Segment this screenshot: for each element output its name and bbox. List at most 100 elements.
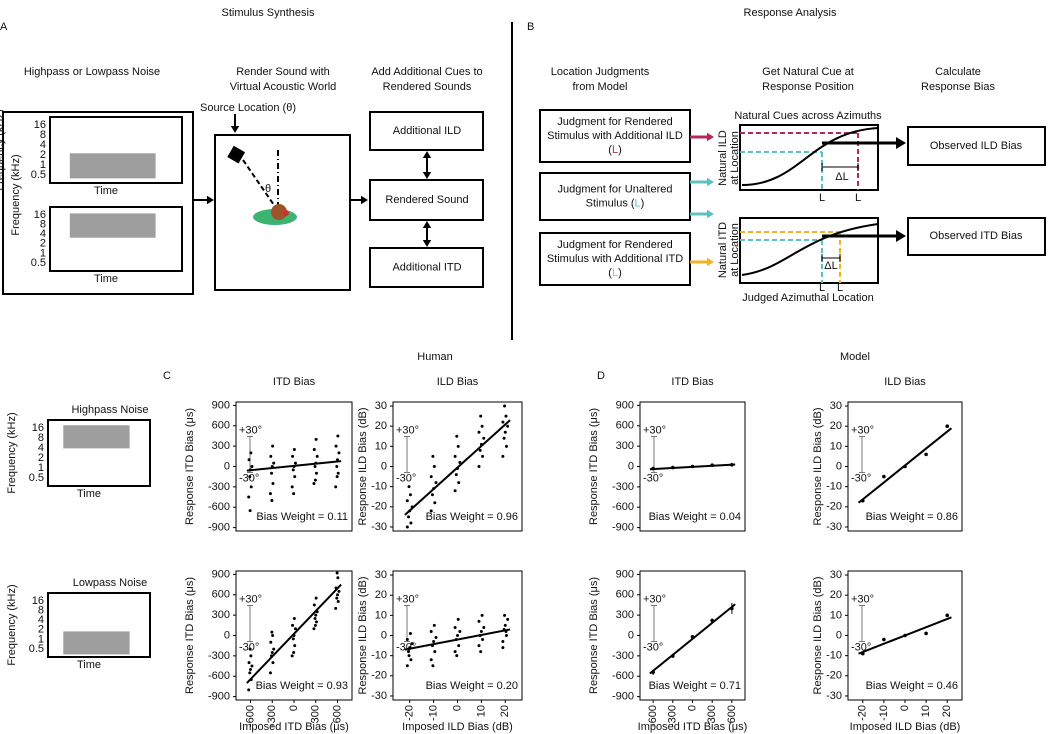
y-tick-label: 300 [212,440,230,452]
freq-tick-label: 16 [32,422,44,434]
data-point [248,647,252,651]
arrow-head [707,132,714,142]
judgment-text: Stimulus with Additional ILD [547,130,683,142]
data-point [250,664,254,668]
data-point [335,571,339,575]
data-point [312,603,316,607]
data-point [409,521,413,525]
data-point [477,619,481,623]
data-point [503,623,507,627]
x-axis-title: Imposed ITD Bias (μs) [239,721,349,733]
fit-line [246,460,342,472]
data-point [270,630,274,634]
y-tick-label: 30 [375,400,387,412]
bias-weight: Bias Weight = 0.46 [866,680,958,692]
panel-letter: B [527,21,534,33]
data-point [479,650,483,654]
x-tick-label: -20 [404,705,416,721]
freq-tick-label: 8 [40,129,46,141]
data-point [312,448,316,452]
data-point [456,617,460,621]
data-point [506,424,510,428]
arrow-head [422,240,432,247]
stimulus-title: Highpass Noise [71,404,148,416]
spectrogram-box [49,206,183,272]
y-tick-label: 0 [224,629,230,641]
y-tick-label: -20 [826,501,842,513]
y-tick-label: -10 [371,481,387,493]
data-point [247,458,251,462]
y-tick-label: 900 [212,568,230,580]
freq-tick-label: 4 [38,442,44,454]
x-tick-label: 0 [451,705,463,711]
data-point [924,452,928,457]
data-point [945,424,950,428]
judgment-box [539,232,691,286]
y-tick-label: 20 [830,420,842,432]
data-point [249,451,253,455]
arrow-head [707,177,714,187]
data-point [312,481,316,485]
cue-box [369,111,484,151]
y-tick-label: -600 [208,501,230,513]
x-tick-label: 300 [310,705,322,723]
data-point [334,606,338,610]
y-tick-label: 20 [830,589,842,601]
y-tick-label: 0 [381,460,387,472]
scale-label: +30° [239,424,262,436]
freq-tick-label: 2 [40,238,46,250]
data-point [292,617,296,621]
freq-axis-label: Frequency (kHz) [10,154,22,235]
data-point [269,454,273,458]
arrow-head [422,221,432,228]
data-point [290,485,294,489]
data-point [456,444,460,448]
data-point [337,589,341,593]
judgment-text: Stimulus ( [586,197,635,209]
data-point [501,646,505,650]
data-point [313,465,317,468]
angle-label: θ [265,183,271,195]
spectrogram-box [49,116,183,184]
data-point [407,650,411,654]
data-point [458,460,462,464]
data-point [434,481,438,485]
data-point [456,634,459,637]
data-point [314,471,318,475]
data-point [314,620,318,624]
judgment-line: (L) [608,144,621,156]
chart-title: ITD Bias [273,376,316,388]
x-tick-label: -10 [878,705,890,721]
x-tick-label: 20 [941,705,953,717]
x-tick-label: -10 [428,705,440,721]
data-point [408,631,412,635]
data-point [290,654,294,658]
data-point [477,465,481,468]
data-point [432,623,436,627]
data-point [293,475,297,479]
data-point [429,475,433,479]
data-point [409,658,413,662]
data-point [247,661,251,665]
data-point [453,454,457,458]
graph-axis-label: at Location [729,131,741,185]
data-point [407,654,411,658]
y-axis-title: Response ILD Bias (dB) [357,408,369,526]
data-point [504,414,508,418]
data-point [479,414,483,418]
bias-weight: Bias Weight = 0.11 [256,511,348,523]
cue-curve [741,223,879,276]
data-point [407,485,411,489]
data-point [272,647,276,651]
scale-label: +30° [643,593,666,605]
data-point [477,644,481,648]
data-point [336,434,340,438]
data-point [248,475,252,479]
y-tick-label: -10 [371,650,387,662]
freq-tick-label: 16 [34,119,46,131]
data-point [506,617,510,621]
y-tick-label: -20 [826,670,842,682]
step-label: Calculate [935,66,981,78]
data-point [293,461,297,465]
stimulus-title: Lowpass Noise [73,577,148,589]
